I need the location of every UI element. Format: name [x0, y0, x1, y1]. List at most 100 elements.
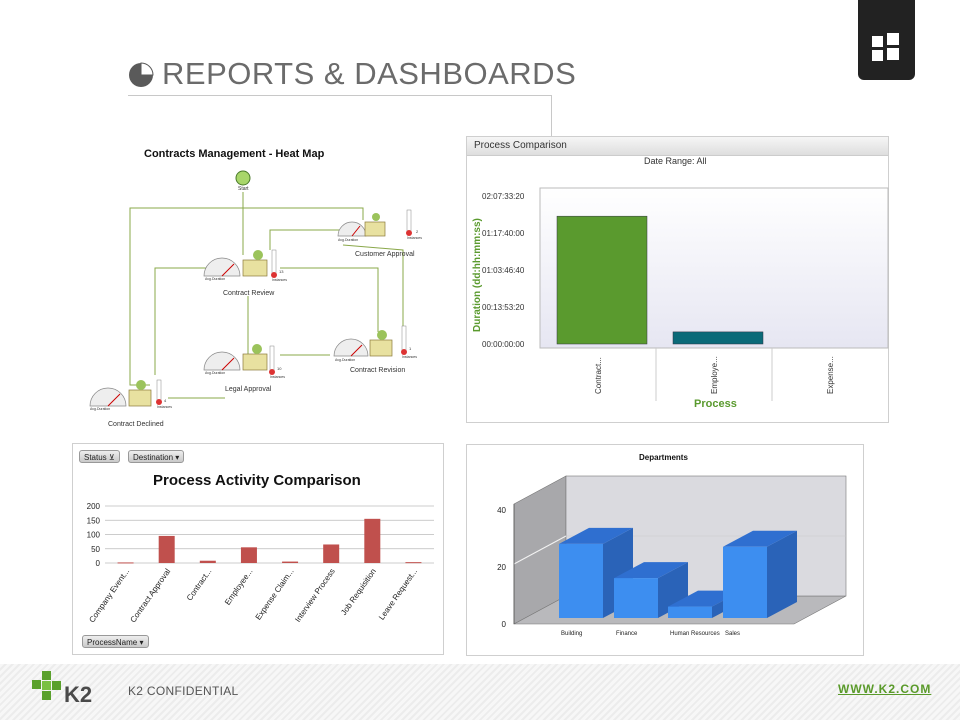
process-name-filter-label: ProcessName — [87, 638, 138, 647]
node-customer-approval: 2 Avg.Duration Instances Customer Approv… — [337, 209, 422, 258]
y-axis-title: Duration (dd:hh:mm:ss) — [472, 218, 483, 332]
heat-map-node-start: Start — [238, 186, 249, 192]
x-tick-label: Sales — [725, 631, 740, 637]
x-tick-label: Interview Process — [293, 567, 337, 624]
destination-filter-button[interactable]: Destination ▾ — [128, 450, 185, 463]
y-tick-label: 00:00:00:00 — [482, 340, 525, 349]
y-tick-label: 01:03:46:40 — [482, 266, 525, 275]
destination-filter-label: Destination — [133, 453, 174, 462]
x-tick-label: Company Event... — [87, 567, 131, 624]
status-filter-button[interactable]: Status ⊻ — [79, 450, 120, 463]
y-tick-label: 50 — [91, 545, 100, 554]
heat-map-node-legal-approval: Legal Approval — [225, 386, 272, 393]
x-tick-label: Employe... — [710, 356, 719, 394]
page-title: REPORTS & DASHBOARDS — [162, 56, 577, 91]
node-contract-declined: 4 Avg.Duration Instances Contract Declin… — [89, 379, 172, 428]
x-axis-title: Process — [694, 398, 737, 410]
node-contract-revision: 1 Avg.Duration Instances Contract Revisi… — [333, 325, 417, 374]
heat-map-node-contract-review: Contract Review — [223, 290, 275, 297]
heat-map-node-contract-declined: Contract Declined — [108, 421, 164, 428]
title-connector-line — [551, 95, 552, 147]
node-contract-review: 13 Avg.Duration Instances Contract Revie… — [203, 249, 287, 297]
title-divider — [128, 95, 552, 96]
instances-count: 1 — [409, 346, 412, 351]
pie-chart-icon — [129, 62, 154, 87]
x-tick-label: Leave Request... — [377, 567, 419, 622]
heat-map-node-customer-approval: Customer Approval — [355, 251, 415, 258]
process-name-filter-button[interactable]: ProcessName ▾ — [82, 635, 149, 648]
bar-top — [559, 527, 633, 544]
bar — [614, 578, 658, 618]
y-tick-label: 40 — [497, 506, 506, 515]
status-filter-label: Status — [84, 453, 107, 462]
x-tick-label: Contract Approval — [128, 567, 172, 624]
k2-logo-icon — [32, 671, 61, 700]
y-tick-label: 0 — [96, 559, 101, 568]
bar-top — [723, 530, 797, 547]
instances-count: 4 — [164, 398, 167, 403]
gauge-label: Avg.Duration — [338, 238, 358, 242]
departments-chart-title: Departments — [639, 453, 688, 462]
bar — [556, 215, 648, 345]
instances-count: 13 — [279, 269, 284, 274]
x-tick-label: Employee... — [223, 567, 255, 607]
bar — [323, 544, 340, 563]
process-comparison-title: Process Comparison — [474, 140, 567, 151]
bar — [282, 561, 299, 563]
heat-map-title: Contracts Management - Heat Map — [144, 148, 325, 160]
instances-label: Instances — [272, 278, 287, 282]
bar — [158, 535, 175, 563]
instances-count: 2 — [416, 229, 419, 234]
dropdown-arrow-icon: ▾ — [139, 638, 144, 647]
bar — [559, 543, 603, 618]
x-tick-label: Job Requisition — [339, 567, 378, 617]
x-tick-label: Finance — [616, 631, 638, 637]
heat-map-node-contract-revision: Contract Revision — [350, 367, 405, 374]
activity-chart-title: Process Activity Comparison — [153, 472, 361, 489]
gauge-label: Avg.Duration — [90, 407, 110, 411]
y-tick-label: 150 — [87, 516, 101, 525]
bar — [364, 518, 381, 563]
instances-label: Instances — [402, 355, 417, 359]
grid-logo-icon — [872, 33, 899, 61]
instances-label: Instances — [157, 405, 172, 409]
y-tick-label: 100 — [87, 531, 101, 540]
y-tick-label: 0 — [502, 620, 507, 629]
bar — [117, 562, 134, 564]
bar-side — [767, 530, 797, 618]
k2-brand-text: K2 — [64, 682, 93, 707]
website-link[interactable]: WWW.K2.COM — [838, 682, 932, 696]
app-logo — [858, 0, 915, 80]
x-tick-label: Building — [561, 631, 582, 637]
instances-label: Instances — [407, 236, 422, 240]
confidential-label: K2 CONFIDENTIAL — [128, 684, 239, 698]
bar — [240, 547, 257, 563]
filter-icon: ⊻ — [108, 453, 115, 462]
departments-chart: 40 20 0 Building Finance Human Resources Sales — [497, 475, 847, 637]
x-tick-label: Expense... — [826, 356, 835, 394]
gauge-label: Avg.Duration — [205, 371, 225, 375]
footer-band — [0, 664, 960, 720]
node-legal-approval: 10 Avg.Duration Instances Legal Approval — [203, 344, 285, 393]
x-tick-label: Contract... — [594, 357, 603, 394]
bar — [668, 606, 712, 618]
y-tick-label: 200 — [87, 502, 101, 511]
instances-count: 10 — [277, 366, 282, 371]
x-tick-label: Contract... — [185, 567, 214, 602]
gauge-label: Avg.Duration — [335, 358, 355, 362]
dropdown-arrow-icon: ▾ — [175, 453, 180, 462]
y-tick-label: 00:13:53:20 — [482, 303, 525, 312]
y-tick-label: 01:17:40:00 — [482, 229, 525, 238]
y-tick-label: 20 — [497, 563, 506, 572]
bar — [723, 546, 767, 618]
x-tick-label: Expense Claim... — [254, 567, 296, 622]
process-comparison-chart: 02:07:33:20 01:17:40:00 01:03:46:40 00:13:5… — [472, 187, 889, 410]
bar-top — [614, 562, 688, 579]
gauge-label: Avg.Duration — [205, 277, 225, 281]
instances-label: Instances — [270, 375, 285, 379]
y-tick-label: 02:07:33:20 — [482, 192, 525, 201]
date-range-label: Date Range: All — [644, 156, 707, 166]
bar — [672, 331, 764, 345]
heat-map-diagram: Contracts Management - Heat Map Start 2 … — [89, 148, 422, 428]
